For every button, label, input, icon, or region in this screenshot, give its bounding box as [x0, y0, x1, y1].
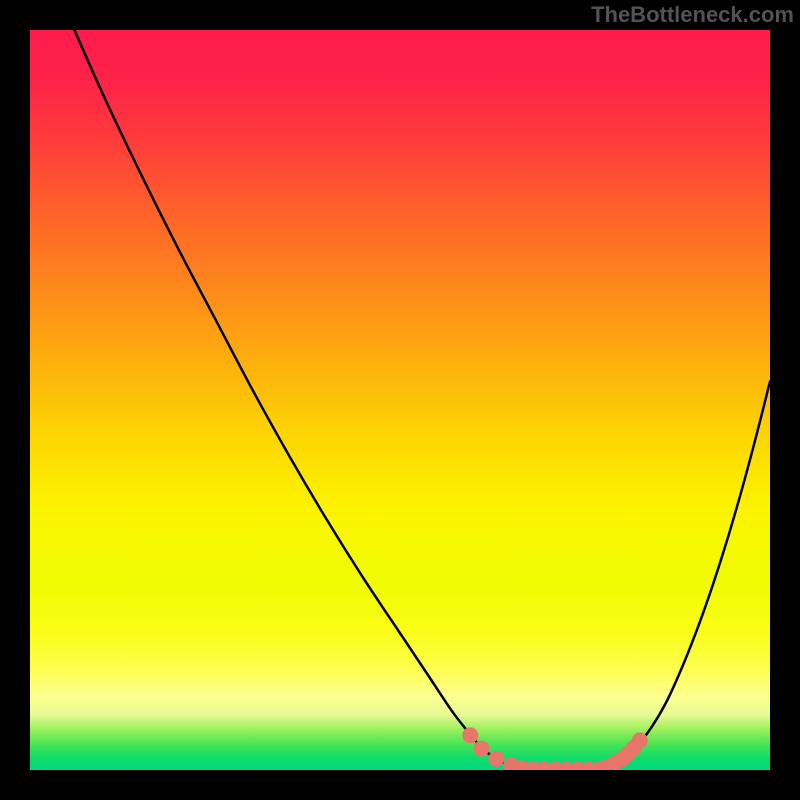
marker-point — [473, 741, 489, 757]
chart-container: TheBottleneck.com — [0, 0, 800, 800]
marker-point — [462, 727, 478, 743]
marker-point — [488, 751, 504, 767]
marker-point — [632, 732, 648, 748]
attribution-text: TheBottleneck.com — [591, 2, 794, 28]
plot-svg — [30, 30, 770, 770]
gradient-background — [30, 30, 770, 770]
plot-area — [30, 30, 770, 770]
